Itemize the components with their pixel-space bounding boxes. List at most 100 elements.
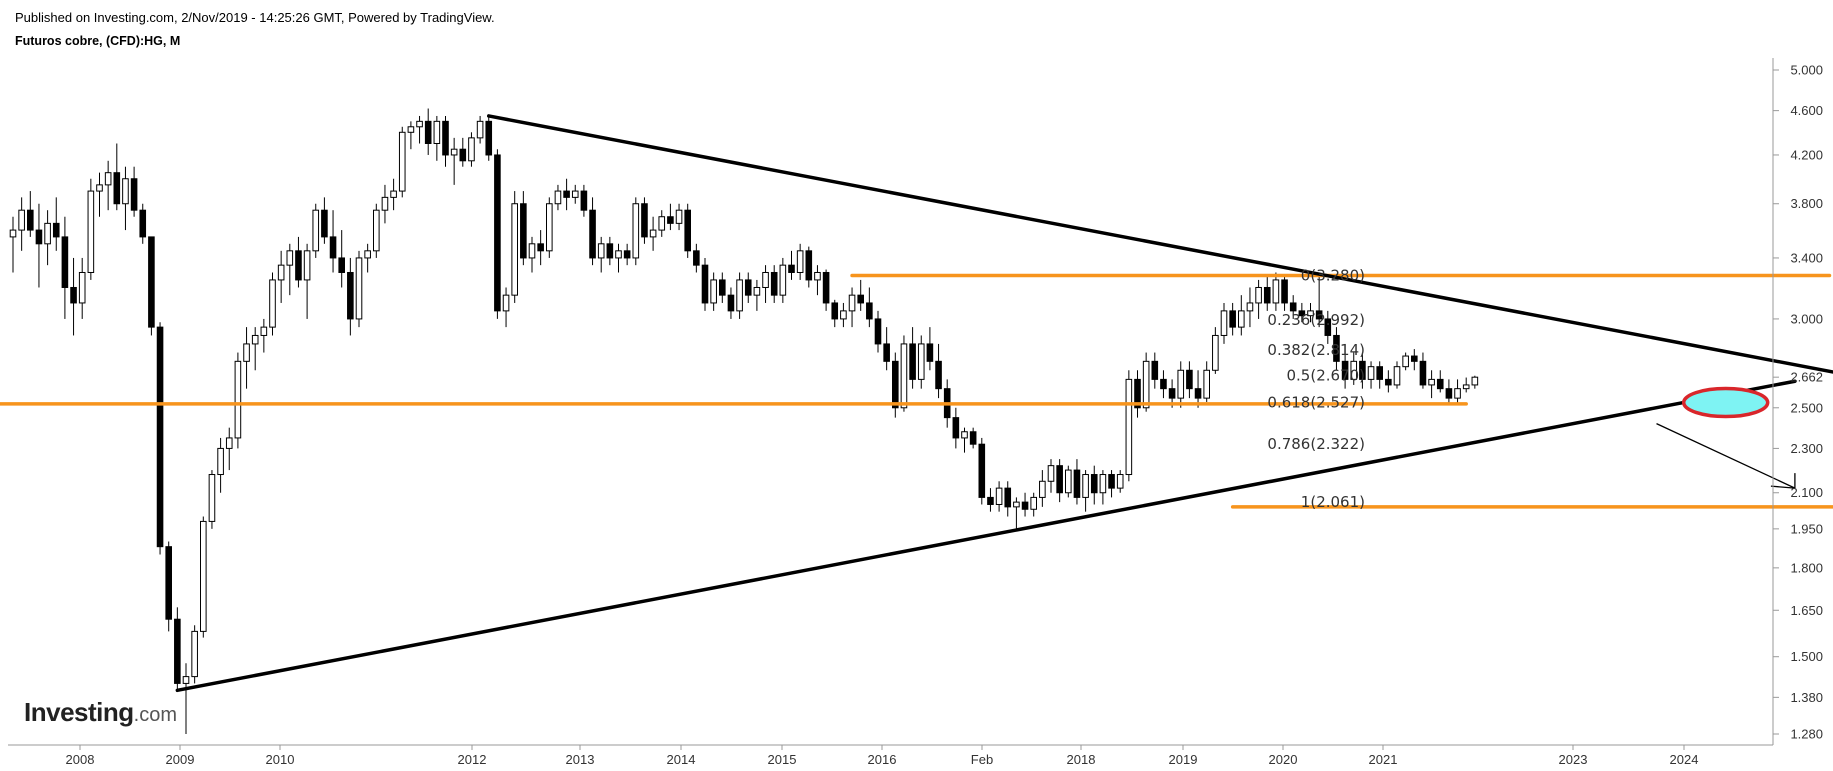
candle bbox=[1177, 361, 1185, 408]
candle-body bbox=[935, 360, 942, 390]
price-tick-label: 1.800 bbox=[1790, 560, 1823, 575]
trendlines-layer bbox=[175, 114, 1833, 693]
candle-body bbox=[338, 257, 345, 273]
candle-body bbox=[191, 630, 198, 678]
candle bbox=[1289, 295, 1297, 319]
time-axis-labels: 2008 2009 2010 2012 2013 2014 2015 2016 Feb 2018 2… bbox=[66, 745, 1698, 767]
candle-body bbox=[589, 209, 596, 259]
candle-body bbox=[719, 279, 726, 296]
candle-body bbox=[260, 326, 268, 336]
candle-body bbox=[52, 222, 60, 238]
candle-body bbox=[883, 343, 890, 362]
candle-body bbox=[139, 209, 147, 238]
fibonacci-labels-layer: 0(3.280) 0.236(2.992) 0.382(2.814) 0.5(2.67… bbox=[1267, 266, 1365, 510]
candle-body bbox=[952, 417, 960, 439]
candle-body bbox=[1186, 369, 1193, 390]
candle bbox=[917, 335, 925, 389]
candle bbox=[502, 287, 510, 328]
candle bbox=[494, 149, 501, 319]
candle-body bbox=[840, 310, 847, 320]
candle-body bbox=[1359, 360, 1366, 380]
candle-body bbox=[1255, 286, 1262, 304]
candle bbox=[286, 243, 294, 296]
candle-body bbox=[321, 209, 328, 238]
candle-body bbox=[1065, 469, 1072, 494]
candle bbox=[1151, 352, 1159, 389]
candle-body bbox=[1168, 388, 1176, 399]
candle-body bbox=[1229, 310, 1236, 328]
candle-body bbox=[744, 279, 752, 296]
candle-body bbox=[615, 250, 622, 259]
published-note: Published on Investing.com, 2/Nov/2019 -… bbox=[15, 10, 495, 25]
candle bbox=[511, 191, 518, 303]
candle-body bbox=[1281, 279, 1288, 304]
candle bbox=[900, 335, 908, 412]
candle-body bbox=[407, 126, 415, 133]
candle-body bbox=[424, 120, 432, 144]
candle bbox=[234, 352, 242, 449]
candle bbox=[130, 166, 138, 217]
candle bbox=[744, 272, 752, 303]
candle-body bbox=[1203, 369, 1211, 399]
candle bbox=[1367, 361, 1375, 389]
candle bbox=[1402, 352, 1409, 371]
candle bbox=[632, 197, 640, 266]
candle bbox=[589, 197, 596, 266]
candle bbox=[995, 481, 1003, 512]
candle bbox=[1436, 370, 1444, 393]
price-tick-label: 2.300 bbox=[1790, 441, 1823, 456]
candle-body bbox=[909, 343, 916, 380]
candle bbox=[805, 246, 813, 288]
candle bbox=[892, 352, 899, 418]
candle-body bbox=[468, 137, 475, 162]
candle bbox=[269, 272, 276, 336]
candle-body bbox=[96, 184, 103, 192]
candle bbox=[1186, 361, 1193, 399]
candle-body bbox=[1333, 334, 1340, 362]
candle-body bbox=[18, 209, 25, 231]
candle bbox=[373, 203, 380, 258]
candle-body bbox=[1082, 474, 1089, 498]
candle-body bbox=[658, 216, 666, 231]
axes-layer bbox=[8, 58, 1774, 746]
candle bbox=[277, 250, 285, 303]
candle bbox=[1203, 361, 1211, 402]
candle-body bbox=[1298, 310, 1306, 317]
candle-body bbox=[788, 264, 795, 273]
candle-body bbox=[978, 443, 986, 498]
candle-body bbox=[1445, 388, 1453, 399]
candle-body bbox=[900, 343, 908, 409]
candle bbox=[96, 172, 103, 217]
candle bbox=[70, 257, 77, 336]
candle bbox=[1013, 497, 1020, 532]
candle-body bbox=[381, 196, 389, 211]
candle bbox=[398, 126, 406, 198]
candle-body bbox=[61, 236, 69, 288]
candle-body bbox=[606, 243, 614, 259]
candle-body bbox=[459, 148, 467, 162]
candle-body bbox=[571, 190, 579, 198]
time-tick-label: 2019 bbox=[1169, 752, 1198, 767]
candle bbox=[1082, 470, 1089, 512]
candle-body bbox=[822, 271, 830, 304]
candle-body bbox=[995, 487, 1003, 505]
candle-body bbox=[78, 271, 86, 304]
candle-body bbox=[1462, 384, 1470, 390]
candle-body bbox=[243, 343, 250, 362]
candle bbox=[104, 160, 112, 211]
candle bbox=[312, 203, 320, 258]
candle bbox=[329, 210, 337, 273]
candle bbox=[1004, 481, 1012, 517]
candle-body bbox=[1212, 334, 1219, 371]
candle-body bbox=[355, 257, 363, 320]
candle-body bbox=[632, 203, 640, 259]
candle-body bbox=[433, 120, 441, 144]
time-tick-label: 2008 bbox=[66, 752, 95, 767]
candle-body bbox=[554, 190, 562, 205]
candle bbox=[338, 230, 345, 288]
candle bbox=[260, 318, 268, 353]
candle bbox=[18, 197, 25, 251]
candle bbox=[649, 216, 657, 251]
candle bbox=[1142, 352, 1150, 412]
